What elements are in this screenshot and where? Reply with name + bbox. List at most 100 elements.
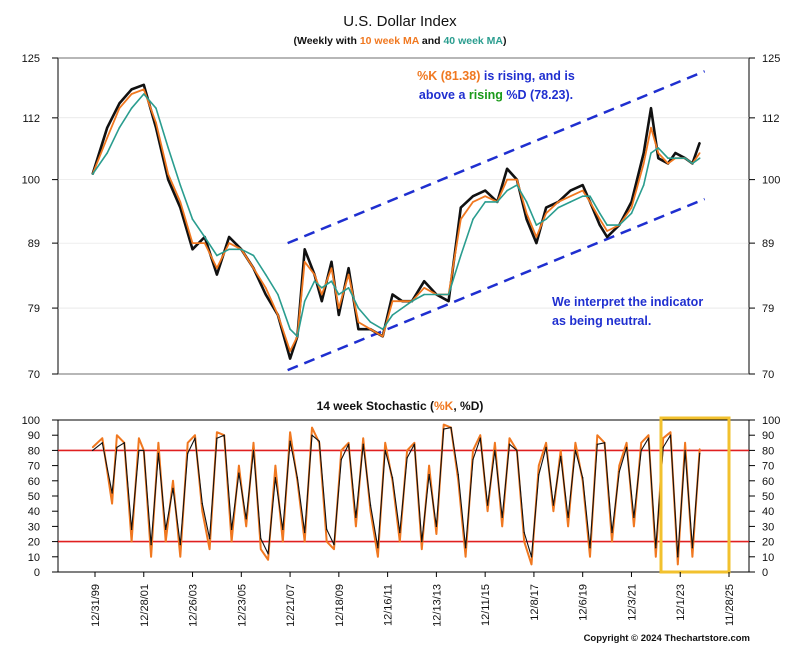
stoch-d-line-point <box>633 516 635 518</box>
price-line-point <box>606 236 608 238</box>
ma40-line-point <box>369 321 372 323</box>
stoch-d-line-point <box>508 443 511 445</box>
price-tick-label-right: 100 <box>762 175 780 187</box>
ma40-line-point <box>667 157 669 159</box>
ma40-line-point <box>484 201 487 203</box>
ma40-line-point <box>277 293 279 296</box>
ma10-line-point <box>303 261 306 263</box>
ma40-line-point <box>118 126 121 129</box>
stoch-k-line-point <box>384 442 386 444</box>
stoch-k-line-point <box>633 525 635 528</box>
stoch-d-line-point <box>201 502 203 505</box>
ma10-line-point <box>330 267 333 270</box>
ma10-line-point <box>118 107 121 109</box>
ma40-line-point <box>525 201 528 203</box>
ma40-line-point <box>130 107 133 109</box>
stochastic-grid <box>58 449 749 543</box>
price-line-point <box>599 224 601 226</box>
price-line-point <box>581 184 584 186</box>
price-line-point <box>143 84 145 86</box>
price-line-point <box>460 206 462 209</box>
stoch-k-line-point <box>165 540 167 543</box>
stoch-k-line-point <box>101 437 104 439</box>
stoch-k-line-point <box>91 446 94 449</box>
stoch-k-line-point <box>326 540 328 543</box>
stoch-k-line-point <box>187 442 189 444</box>
stoch-d-line-point <box>523 531 525 534</box>
stoch-d-line-point <box>625 446 628 449</box>
ma40-line-point <box>264 273 267 276</box>
ma40-line-point <box>447 293 450 296</box>
ma10-line-point <box>167 173 169 175</box>
price-line-point <box>357 328 360 331</box>
stoch-d-line-point <box>157 452 160 455</box>
ma40-line-point <box>581 195 584 197</box>
ma10-line-point <box>630 206 633 209</box>
ma40-line-point <box>289 328 291 331</box>
ma40-line-point <box>338 293 340 296</box>
price-series <box>91 83 701 360</box>
stoch-k-line-point <box>252 442 255 444</box>
stoch-k-line-point <box>567 525 569 528</box>
ma40-line-point <box>589 195 591 197</box>
subtitle-mid: and <box>419 35 444 47</box>
ma40-line-point <box>599 212 601 215</box>
ma40-line <box>91 93 701 338</box>
ma10-line-point <box>369 328 372 331</box>
ma10-line-point <box>472 201 474 203</box>
stoch-d-line-point <box>406 457 408 459</box>
stoch-tick-label-right: 30 <box>762 521 774 533</box>
ma10-line-point <box>277 314 279 316</box>
ma40-line-point <box>650 152 652 154</box>
stoch-d-line-point <box>289 440 291 442</box>
ma40-line-point <box>698 157 701 159</box>
stoch-d-line-point <box>274 477 277 479</box>
price-line-point <box>506 168 508 170</box>
x-tick-label: 11/28/25 <box>724 584 736 626</box>
stoch-k-line-point <box>589 556 591 558</box>
stoch-d-line-point <box>589 547 591 549</box>
stoch-d-line-point <box>165 528 167 531</box>
price-panel-frame <box>57 57 750 375</box>
stoch-d-line-point <box>91 449 94 452</box>
stoch-k-line-point <box>545 442 547 444</box>
price-line-point <box>472 195 474 197</box>
price-tick-label-right: 70 <box>762 369 774 381</box>
stoch-k-line-point <box>464 556 467 558</box>
ma40-line-point <box>296 335 299 338</box>
stoch-k-line-point <box>267 559 269 561</box>
stoch-k-line-point <box>655 556 657 558</box>
stoch-k-line-point <box>111 502 113 505</box>
stoch-k-line-point <box>130 540 133 543</box>
ma40-line-point <box>313 280 316 283</box>
stoch-d-line-point <box>208 537 211 540</box>
ma40-line-point <box>657 147 660 149</box>
stoch-title-k: %K <box>434 399 454 413</box>
stoch-d-line-point <box>494 449 496 452</box>
ma10-line-point <box>155 121 157 124</box>
ma10-line-point <box>130 93 133 95</box>
ma10-line-point <box>484 195 487 197</box>
stoch-d-line-point <box>369 504 372 506</box>
stoch-k-line-point <box>677 563 679 566</box>
ma40-line-point <box>496 201 499 203</box>
price-line-point <box>179 206 182 209</box>
stoch-k-line-point <box>116 434 118 436</box>
ma10-line-point <box>313 273 316 276</box>
ma10-line-point <box>357 321 360 323</box>
x-tick-label: 12/28/01 <box>139 584 151 627</box>
ma40-line-point <box>155 107 157 109</box>
stoch-d-line-point <box>391 477 394 479</box>
stoch-d-line-point <box>296 477 299 479</box>
stoch-d-line-point <box>304 531 306 534</box>
stoch-title-suffix: ) <box>479 399 483 413</box>
x-tick-label: 12/8/17 <box>529 584 541 621</box>
ma10-line-point <box>516 178 518 181</box>
interpretation-line1: We interpret the indicator <box>552 295 703 309</box>
stoch-k-line-point <box>289 431 291 433</box>
stoch-k-line-point <box>311 426 313 429</box>
stoch-k-line-point <box>347 442 350 444</box>
forecast-highlight-box <box>659 416 731 574</box>
